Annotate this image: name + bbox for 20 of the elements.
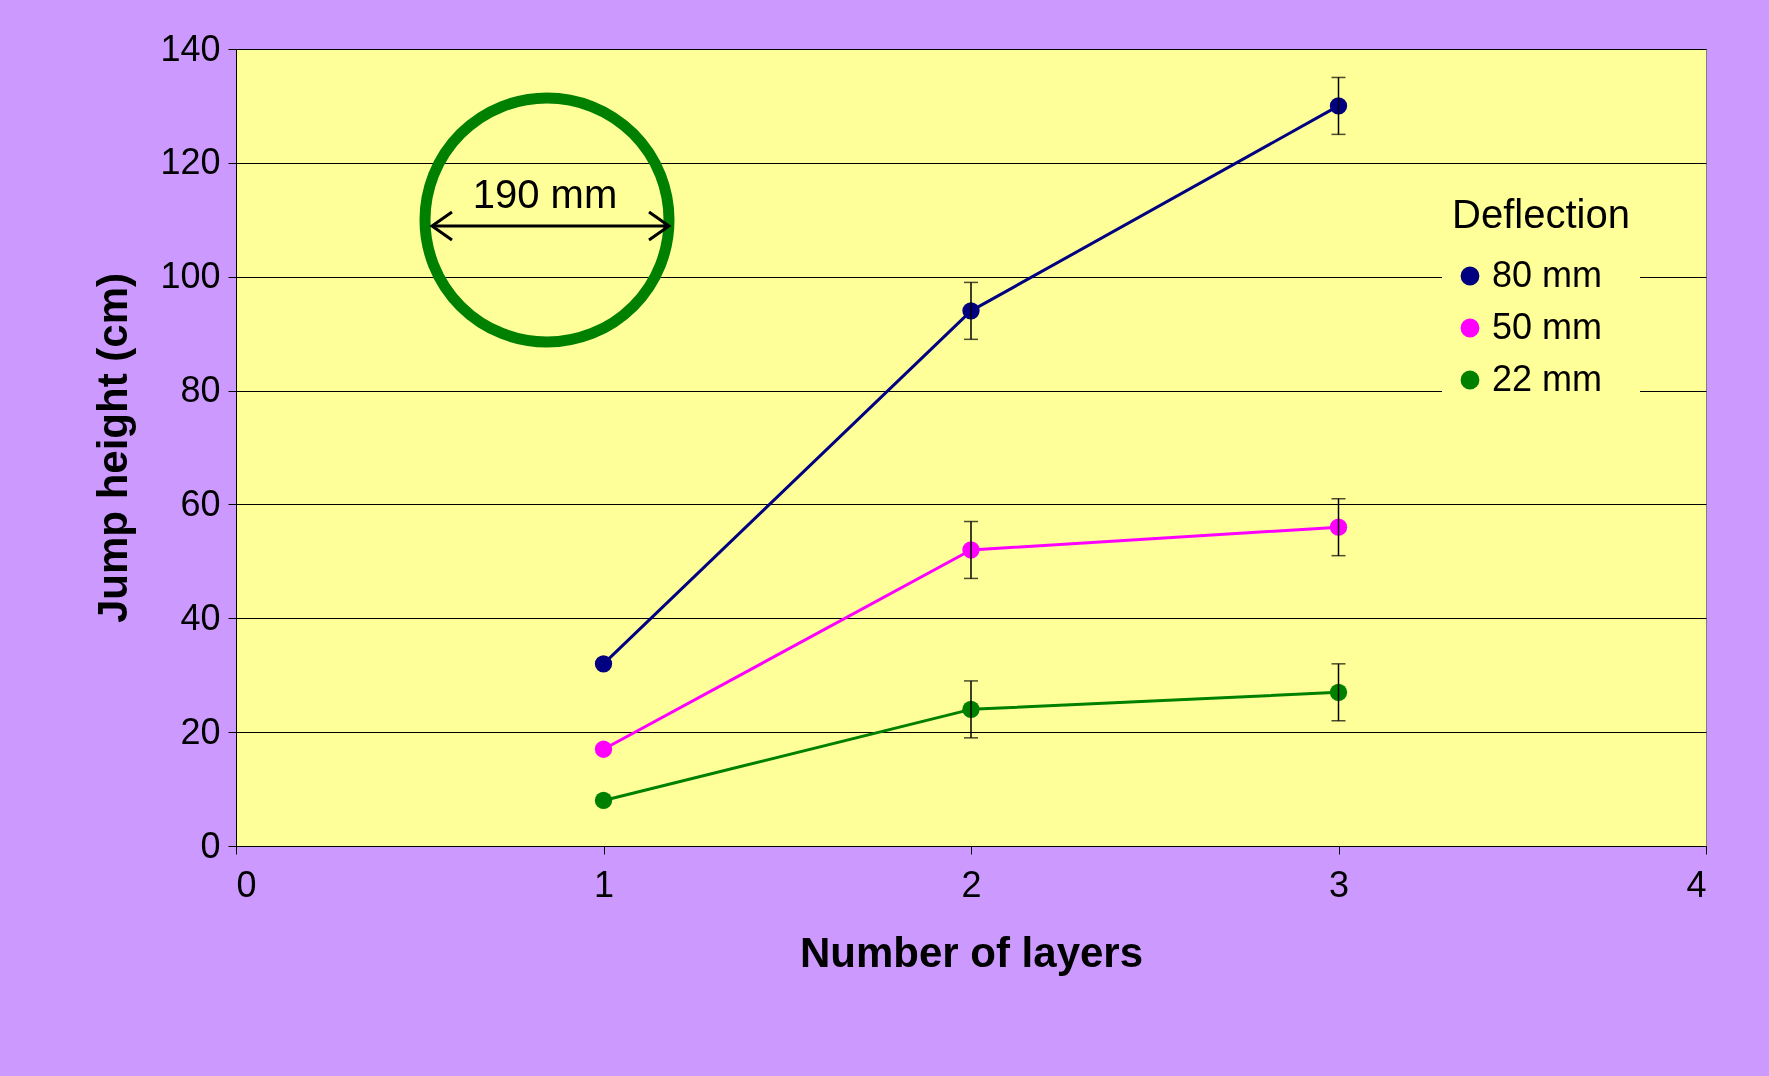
y-tick-label: 40 xyxy=(180,596,221,638)
legend-label: 80 mm xyxy=(1492,254,1603,295)
y-tick-label: 80 xyxy=(180,369,221,411)
x-axis-title: Number of layers xyxy=(799,928,1144,976)
y-tick-label: 100 xyxy=(160,255,221,297)
y-tick-label: 140 xyxy=(160,27,221,69)
annotation: 190 mm xyxy=(472,172,618,216)
legend-label: 50 mm xyxy=(1492,306,1603,347)
y-tick-label: 20 xyxy=(180,710,221,752)
y-tick-label: 120 xyxy=(160,141,221,183)
legend-title: Deflection xyxy=(1452,192,1630,236)
x-tick-label: 2 xyxy=(961,863,982,905)
y-tick-label: 60 xyxy=(180,482,221,524)
y-axis-title: Jump height (cm) xyxy=(89,272,137,624)
legend-label: 22 mm xyxy=(1492,358,1603,399)
x-tick-label: 0 xyxy=(236,863,257,905)
y-tick-label: 0 xyxy=(200,824,221,866)
x-tick-label: 3 xyxy=(1328,863,1350,905)
x-tick-label: 1 xyxy=(593,863,615,905)
x-tick-label: 4 xyxy=(1686,863,1707,905)
